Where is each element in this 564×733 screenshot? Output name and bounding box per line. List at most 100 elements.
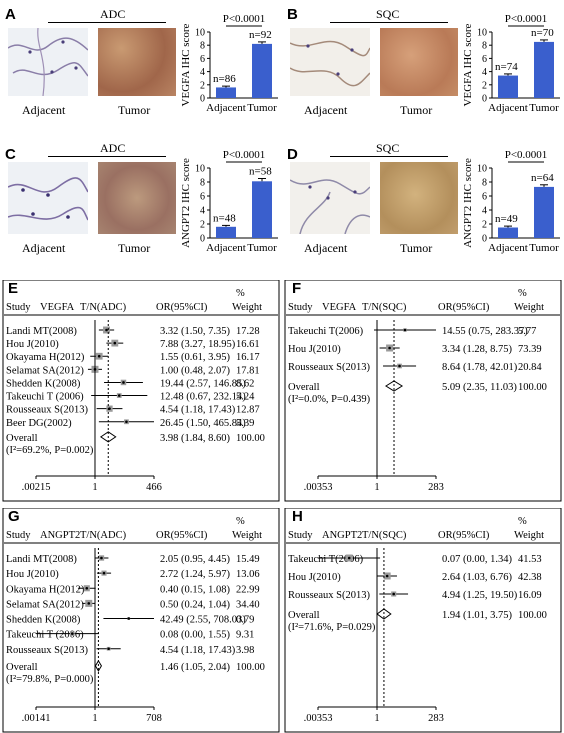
- image-label-adjacent: Adjacent: [22, 241, 66, 255]
- overall-or-text: 3.98 (1.84, 8.60): [160, 433, 230, 444]
- x-tick-label: Adjacent: [206, 102, 246, 114]
- header-gene: VEGFA: [40, 302, 75, 313]
- header-percent: %: [236, 516, 245, 527]
- weight-text: 8.62: [236, 378, 254, 389]
- point-estimate: [85, 586, 89, 590]
- weight-text: 3.98: [236, 645, 254, 656]
- overall-or-text: 5.09 (2.35, 11.03): [442, 382, 517, 393]
- p-value-label: P<0.0001: [505, 13, 548, 25]
- panel-c: C ADC Adjacent Tumor ANGPT2 IHC score 0 2 4…: [0, 140, 282, 270]
- x-tick-label: Tumor: [529, 102, 559, 114]
- y-tick-label: 0: [482, 94, 487, 105]
- image-label-adjacent: Adjacent: [304, 103, 348, 117]
- ihc-image-adjacent: [8, 162, 88, 234]
- header-study: Study: [6, 302, 31, 313]
- bar: [534, 41, 554, 98]
- adjacent-tissue-svg: [290, 40, 370, 87]
- n-label: n=64: [531, 172, 554, 184]
- header-tn: T/N(ADC): [80, 530, 127, 541]
- panel-d: D SQC Adjacent Tumor ANGPT2 IHC score 0 2 4…: [282, 140, 564, 270]
- bar: [252, 43, 272, 98]
- header-percent: %: [518, 516, 527, 527]
- panel-frame: [284, 508, 562, 733]
- image-label-tumor: Tumor: [400, 103, 433, 117]
- header-or: OR(95%CI): [438, 302, 490, 313]
- point-estimate: [100, 556, 103, 560]
- p-value-label: P<0.0001: [223, 149, 266, 161]
- y-tick-label: 0: [200, 94, 205, 105]
- point-estimate: [71, 632, 74, 635]
- x-tick-label: 1: [92, 482, 97, 493]
- or-ci-text: 2.72 (1.24, 5.97): [160, 569, 230, 580]
- adjacent-tissue-svg: [290, 179, 370, 234]
- y-tick-label: 2: [482, 220, 487, 231]
- or-ci-text: 4.54 (1.18, 17.43): [160, 405, 236, 416]
- header-weight: Weight: [514, 530, 544, 541]
- study-label: Takeuchi T (2006): [6, 630, 84, 641]
- panel-letter: E: [8, 280, 19, 297]
- study-label: Rousseaux S(2013): [6, 645, 88, 656]
- study-label: Selamat SA(2012): [6, 365, 84, 376]
- bar-chart-b: VEGFA IHC score 0 2 4 6 8 10 n=74 Adjacent n=70 Tu…: [462, 13, 560, 114]
- y-axis-label: VEGFA IHC score: [180, 23, 192, 106]
- or-ci-text: 0.08 (0.00, 1.55): [160, 630, 230, 641]
- bar: [216, 87, 236, 98]
- y-tick-label: 4: [482, 206, 487, 217]
- y-tick-label: 2: [200, 80, 205, 91]
- study-label: Hou J(2010): [288, 344, 341, 355]
- adjacent-tissue-svg: [8, 177, 88, 221]
- panel-letter: C: [5, 146, 16, 163]
- point-estimate: [398, 364, 401, 368]
- panel-b: B SQC Adjacent Tumor VEGFA IHC score 0 2 4 6…: [282, 0, 564, 120]
- point-estimate: [127, 617, 131, 620]
- overall-or-text: 1.46 (1.05, 2.04): [160, 662, 230, 673]
- x-tick-label: Adjacent: [488, 102, 528, 114]
- y-tick-label: 10: [195, 164, 205, 175]
- n-label: n=49: [495, 213, 518, 225]
- bar: [498, 227, 518, 238]
- weight-text: 42.38: [518, 572, 542, 583]
- image-label-tumor: Tumor: [118, 103, 151, 117]
- weight-text: 34.40: [236, 599, 260, 610]
- x-tick-label: Adjacent: [488, 242, 528, 254]
- overall-label: Overall: [6, 433, 38, 444]
- point-estimate: [87, 602, 91, 605]
- x-tick-label: 708: [146, 713, 162, 724]
- group-bracket: [48, 22, 166, 23]
- weight-text: 9.31: [236, 630, 254, 641]
- ihc-image-adjacent: [8, 28, 88, 96]
- overall-diamond: [376, 608, 392, 620]
- point-estimate: [105, 328, 108, 332]
- study-label: Okayama H(2012): [6, 584, 85, 595]
- overall-label: Overall: [288, 610, 320, 621]
- study-label: Hou J(2010): [288, 572, 341, 583]
- n-label: n=92: [249, 29, 272, 41]
- y-tick-label: 8: [482, 41, 487, 52]
- point-estimate: [97, 354, 101, 358]
- p-value-label: P<0.0001: [505, 149, 548, 161]
- x-tick-label: Tumor: [247, 102, 277, 114]
- x-tick-label: Tumor: [247, 242, 277, 254]
- weight-text: 0.79: [236, 615, 254, 626]
- y-tick-label: 8: [200, 41, 205, 52]
- study-label: Takeuchi T(2006): [288, 554, 364, 565]
- overall-weight-text: 100.00: [236, 433, 265, 444]
- ihc-image-tumor: [380, 28, 458, 96]
- panel-letter: D: [287, 146, 298, 163]
- point-estimate: [392, 592, 395, 596]
- point-estimate: [125, 420, 128, 424]
- or-ci-text: 2.64 (1.03, 6.76): [442, 572, 512, 583]
- weight-text: 5.24: [236, 392, 255, 403]
- y-axis-label: ANGPT2 IHC score: [462, 158, 474, 248]
- heterogeneity-label: (I²=0.0%, P=0.439): [288, 394, 371, 405]
- image-label-adjacent: Adjacent: [304, 241, 348, 255]
- study-label: Takeuchi T(2006): [288, 326, 364, 337]
- y-tick-label: 6: [200, 192, 205, 203]
- study-label: Takeuchi T (2006): [6, 392, 84, 403]
- panel-frame: [2, 280, 280, 502]
- point-estimate: [108, 407, 111, 410]
- y-tick-label: 10: [477, 164, 487, 175]
- panel-h: H % Study ANGPT2 T/N(SQC) OR(95%CI) Weight Tak…: [282, 508, 564, 733]
- header-gene: ANGPT2: [40, 530, 80, 541]
- bar: [252, 181, 272, 238]
